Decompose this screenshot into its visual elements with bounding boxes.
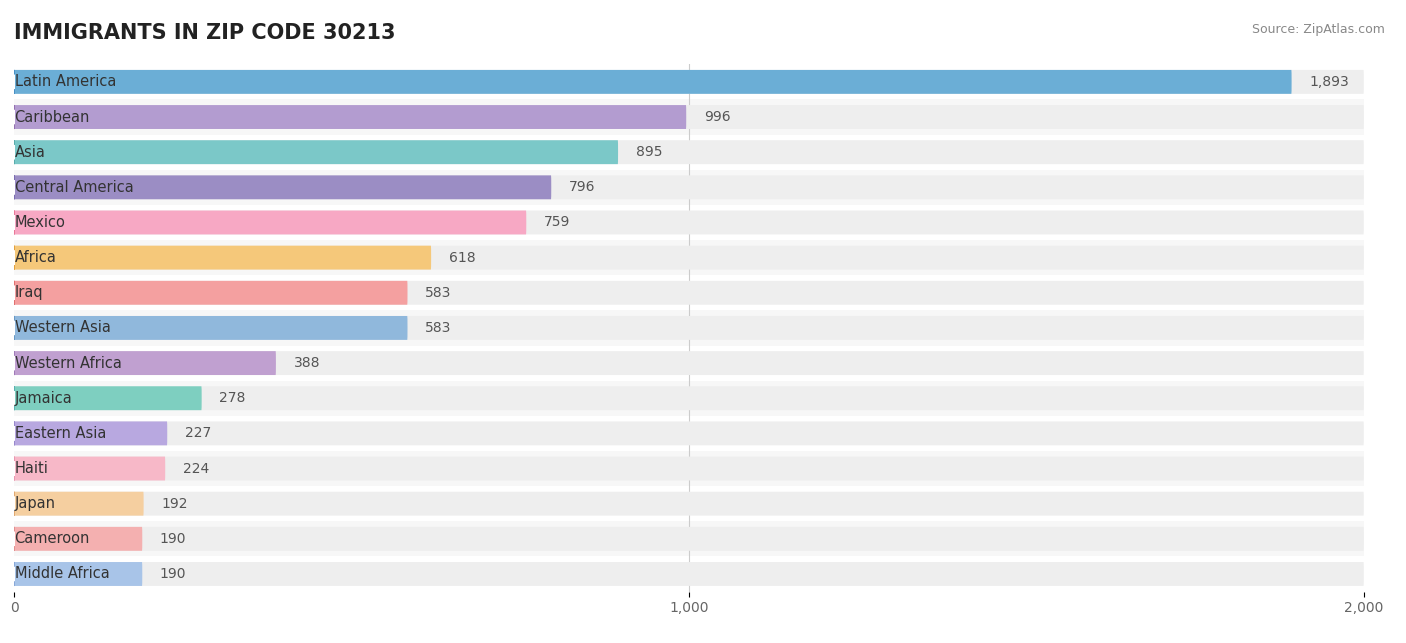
FancyBboxPatch shape <box>14 416 1364 451</box>
FancyBboxPatch shape <box>14 421 167 446</box>
Text: 190: 190 <box>160 567 187 581</box>
FancyBboxPatch shape <box>14 562 1364 586</box>
Text: 583: 583 <box>425 285 451 300</box>
FancyBboxPatch shape <box>14 351 1364 375</box>
FancyBboxPatch shape <box>14 281 408 305</box>
Text: 192: 192 <box>162 496 187 511</box>
Text: 618: 618 <box>449 251 475 265</box>
FancyBboxPatch shape <box>14 521 1364 556</box>
Text: Cameroon: Cameroon <box>14 531 90 547</box>
FancyBboxPatch shape <box>14 246 432 269</box>
Text: Eastern Asia: Eastern Asia <box>14 426 105 441</box>
FancyBboxPatch shape <box>14 492 1364 516</box>
Text: Western Africa: Western Africa <box>14 356 121 370</box>
FancyBboxPatch shape <box>14 562 142 586</box>
FancyBboxPatch shape <box>14 527 1364 551</box>
FancyBboxPatch shape <box>14 210 1364 235</box>
Text: Haiti: Haiti <box>14 461 48 476</box>
Text: 388: 388 <box>294 356 321 370</box>
FancyBboxPatch shape <box>14 275 1364 311</box>
Text: Central America: Central America <box>14 180 134 195</box>
FancyBboxPatch shape <box>14 176 551 199</box>
FancyBboxPatch shape <box>14 351 276 375</box>
FancyBboxPatch shape <box>14 386 201 410</box>
Text: 796: 796 <box>569 180 595 194</box>
Text: Caribbean: Caribbean <box>14 109 90 125</box>
Text: Mexico: Mexico <box>14 215 66 230</box>
FancyBboxPatch shape <box>14 311 1364 345</box>
FancyBboxPatch shape <box>14 170 1364 205</box>
Text: Iraq: Iraq <box>14 285 44 300</box>
FancyBboxPatch shape <box>14 457 166 480</box>
FancyBboxPatch shape <box>14 70 1292 94</box>
Text: IMMIGRANTS IN ZIP CODE 30213: IMMIGRANTS IN ZIP CODE 30213 <box>14 23 395 43</box>
FancyBboxPatch shape <box>14 556 1364 592</box>
FancyBboxPatch shape <box>14 246 1364 269</box>
FancyBboxPatch shape <box>14 381 1364 416</box>
Text: 583: 583 <box>425 321 451 335</box>
Text: Jamaica: Jamaica <box>14 391 72 406</box>
FancyBboxPatch shape <box>14 316 1364 340</box>
FancyBboxPatch shape <box>14 345 1364 381</box>
Text: 996: 996 <box>704 110 730 124</box>
FancyBboxPatch shape <box>14 240 1364 275</box>
FancyBboxPatch shape <box>14 527 142 551</box>
FancyBboxPatch shape <box>14 134 1364 170</box>
Text: Latin America: Latin America <box>14 75 115 89</box>
Text: 1,893: 1,893 <box>1309 75 1348 89</box>
FancyBboxPatch shape <box>14 281 1364 305</box>
FancyBboxPatch shape <box>14 492 143 516</box>
Text: Japan: Japan <box>14 496 56 511</box>
FancyBboxPatch shape <box>14 421 1364 446</box>
Text: 759: 759 <box>544 215 571 230</box>
Text: Asia: Asia <box>14 145 45 159</box>
FancyBboxPatch shape <box>14 176 1364 199</box>
FancyBboxPatch shape <box>14 140 619 164</box>
FancyBboxPatch shape <box>14 386 1364 410</box>
FancyBboxPatch shape <box>14 457 1364 480</box>
Text: 224: 224 <box>183 462 209 476</box>
Text: Western Asia: Western Asia <box>14 320 111 336</box>
FancyBboxPatch shape <box>14 205 1364 240</box>
FancyBboxPatch shape <box>14 105 686 129</box>
Text: Middle Africa: Middle Africa <box>14 566 110 581</box>
FancyBboxPatch shape <box>14 70 1364 94</box>
Text: 895: 895 <box>636 145 662 159</box>
FancyBboxPatch shape <box>14 140 1364 164</box>
Text: 227: 227 <box>184 426 211 440</box>
FancyBboxPatch shape <box>14 451 1364 486</box>
FancyBboxPatch shape <box>14 210 526 235</box>
FancyBboxPatch shape <box>14 486 1364 521</box>
FancyBboxPatch shape <box>14 316 408 340</box>
Text: Source: ZipAtlas.com: Source: ZipAtlas.com <box>1251 23 1385 35</box>
FancyBboxPatch shape <box>14 105 1364 129</box>
FancyBboxPatch shape <box>14 100 1364 134</box>
Text: Africa: Africa <box>14 250 56 265</box>
FancyBboxPatch shape <box>14 64 1364 100</box>
Text: 190: 190 <box>160 532 187 546</box>
Text: 278: 278 <box>219 391 246 405</box>
